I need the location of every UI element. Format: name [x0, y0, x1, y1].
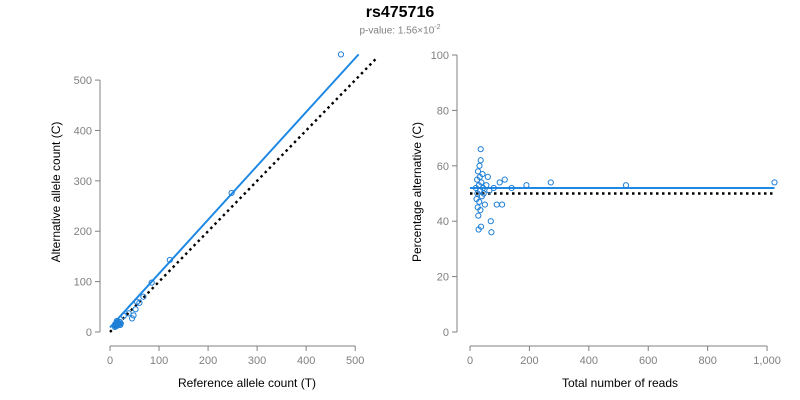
data-point	[477, 157, 484, 164]
data-point	[493, 201, 500, 208]
y-tick-label: 300	[74, 176, 92, 188]
data-point	[477, 207, 484, 214]
y-tick-label: 100	[74, 277, 92, 289]
data-point	[496, 179, 503, 186]
data-point	[228, 189, 235, 197]
axes-layer: 0 20 40 60 80 100 0 200 400 600 800 1,000	[431, 50, 781, 367]
data-point	[487, 218, 494, 225]
data-point	[120, 312, 127, 319]
data-point	[622, 182, 630, 189]
x-tick-label: 400	[580, 355, 598, 367]
reference-line	[109, 56, 379, 333]
data-point	[477, 223, 485, 230]
data-point	[498, 201, 506, 208]
data-point	[476, 198, 483, 205]
points-layer	[472, 146, 778, 236]
axes-layer: 0 100 200 300 400 500 0 100 200 300 400 500	[74, 75, 365, 367]
data-point	[483, 182, 490, 189]
y-tick-label: 60	[437, 161, 449, 173]
y-tick-label: 20	[437, 272, 449, 284]
data-point	[488, 229, 495, 236]
x-tick-label: 1,000	[753, 355, 781, 367]
x-tick-label: 400	[297, 355, 315, 367]
x-tick-label: 200	[199, 355, 217, 367]
y-tick-label: 40	[437, 216, 449, 228]
y-tick-label: 80	[437, 105, 449, 117]
data-point	[136, 299, 143, 306]
y-tick-label: 0	[86, 327, 92, 339]
y-tick-label: 500	[74, 75, 92, 87]
y-tick-label: 200	[74, 226, 92, 238]
y-axis-title: Alternative allele count (C)	[49, 122, 63, 263]
x-tick-label: 0	[107, 355, 113, 367]
figure-subtitle: p-value: 1.56×10-2	[0, 24, 800, 36]
data-point	[477, 146, 484, 153]
lines-layer	[470, 186, 775, 195]
p-value-text: p-value: 1.56×10	[359, 25, 435, 37]
y-tick-label: 0	[443, 327, 449, 339]
data-point	[547, 179, 554, 186]
x-tick-label: 500	[346, 355, 364, 367]
scatter-chart-percentage: 0 20 40 60 80 100 0 200 400 600 800 1,000 Total num…	[410, 50, 781, 390]
x-axis-title: Total number of reads	[562, 376, 678, 390]
x-tick-label: 800	[698, 355, 716, 367]
x-tick-label: 0	[467, 355, 473, 367]
data-point	[337, 51, 345, 58]
data-point	[508, 184, 515, 192]
data-point	[523, 182, 530, 189]
fit-line	[109, 53, 360, 329]
data-point	[128, 315, 136, 322]
data-point	[478, 179, 485, 186]
x-tick-label: 100	[150, 355, 168, 367]
lines-layer	[109, 53, 379, 333]
data-point	[474, 168, 482, 175]
data-point	[479, 171, 486, 178]
data-point	[771, 179, 778, 186]
y-tick-label: 100	[431, 50, 449, 62]
figure-title: rs475716	[365, 4, 435, 21]
data-point	[481, 201, 488, 208]
data-point	[117, 321, 124, 329]
data-point	[132, 306, 139, 313]
data-point	[130, 312, 137, 319]
data-point	[501, 176, 508, 183]
x-axis-title: Reference allele count (T)	[178, 376, 316, 390]
y-axis-title: Percentage alternative (C)	[410, 122, 424, 262]
data-point	[140, 293, 147, 300]
data-point	[480, 190, 487, 197]
data-point	[490, 184, 497, 192]
data-point	[475, 212, 482, 219]
data-point	[166, 256, 173, 264]
data-point	[148, 279, 155, 286]
scatter-chart-allele-counts: 0 100 200 300 400 500 0 100 200 300 400 500 Referen…	[49, 51, 379, 390]
points-layer	[111, 51, 345, 331]
x-tick-label: 600	[639, 355, 657, 367]
y-tick-label: 400	[74, 125, 92, 137]
x-tick-label: 200	[520, 355, 538, 367]
x-tick-label: 300	[248, 355, 266, 367]
data-point	[486, 187, 493, 194]
data-point	[476, 162, 483, 169]
data-point	[484, 173, 491, 180]
p-value-exponent: -2	[434, 24, 441, 31]
